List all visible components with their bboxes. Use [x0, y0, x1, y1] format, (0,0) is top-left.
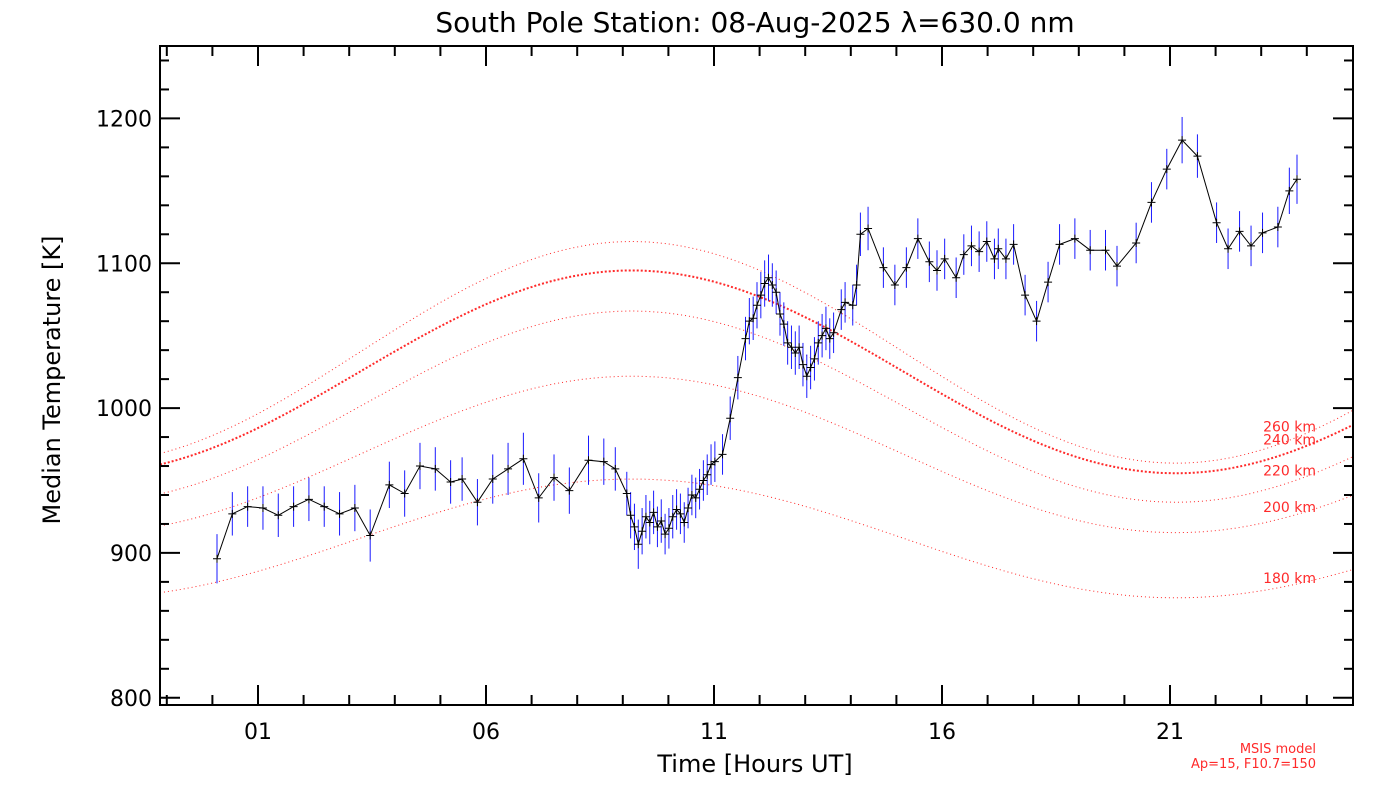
msis-curve-label: 240 km: [1263, 433, 1316, 449]
msis-curve: [159, 310, 1354, 503]
tick-labels: 800 900 1000 1100 1200 01 06 11 16 21: [96, 107, 1184, 745]
msis-curve: [159, 269, 1354, 475]
y-tick-label: 1200: [96, 107, 152, 132]
y-axis-label: Median Temperature [K]: [38, 235, 66, 524]
msis-curve-label: 260 km: [1263, 419, 1316, 435]
msis-curve-label: 220 km: [1263, 464, 1316, 480]
y-tick-label: 1100: [96, 252, 152, 277]
msis-curve-label: 200 km: [1263, 500, 1316, 516]
msis-curve: [159, 240, 1354, 464]
x-tick-label: 16: [928, 720, 956, 745]
temperature-series: [213, 136, 1301, 563]
model-note-line-2: Ap=15, F10.7=150: [1191, 757, 1316, 772]
plot-frame: [159, 45, 1354, 706]
x-axis-label: Time [Hours UT]: [656, 750, 852, 778]
axis-ticks: [160, 46, 1353, 705]
msis-curve: [159, 375, 1354, 534]
x-tick-label: 06: [472, 720, 500, 745]
x-tick-label: 21: [1156, 720, 1184, 745]
chart-title: South Pole Station: 08-Aug-2025 λ=630.0 …: [435, 6, 1074, 39]
y-tick-label: 800: [110, 687, 152, 712]
series-line: [216, 139, 1298, 559]
msis-curve-label: 180 km: [1263, 571, 1316, 587]
y-tick-label: 900: [110, 542, 152, 567]
data-point: [213, 554, 221, 563]
y-tick-label: 1000: [96, 397, 152, 422]
x-tick-label: 11: [700, 720, 728, 745]
model-note-line-1: MSIS model: [1240, 742, 1316, 757]
x-tick-label: 01: [244, 720, 272, 745]
msis-curve: [159, 478, 1354, 599]
